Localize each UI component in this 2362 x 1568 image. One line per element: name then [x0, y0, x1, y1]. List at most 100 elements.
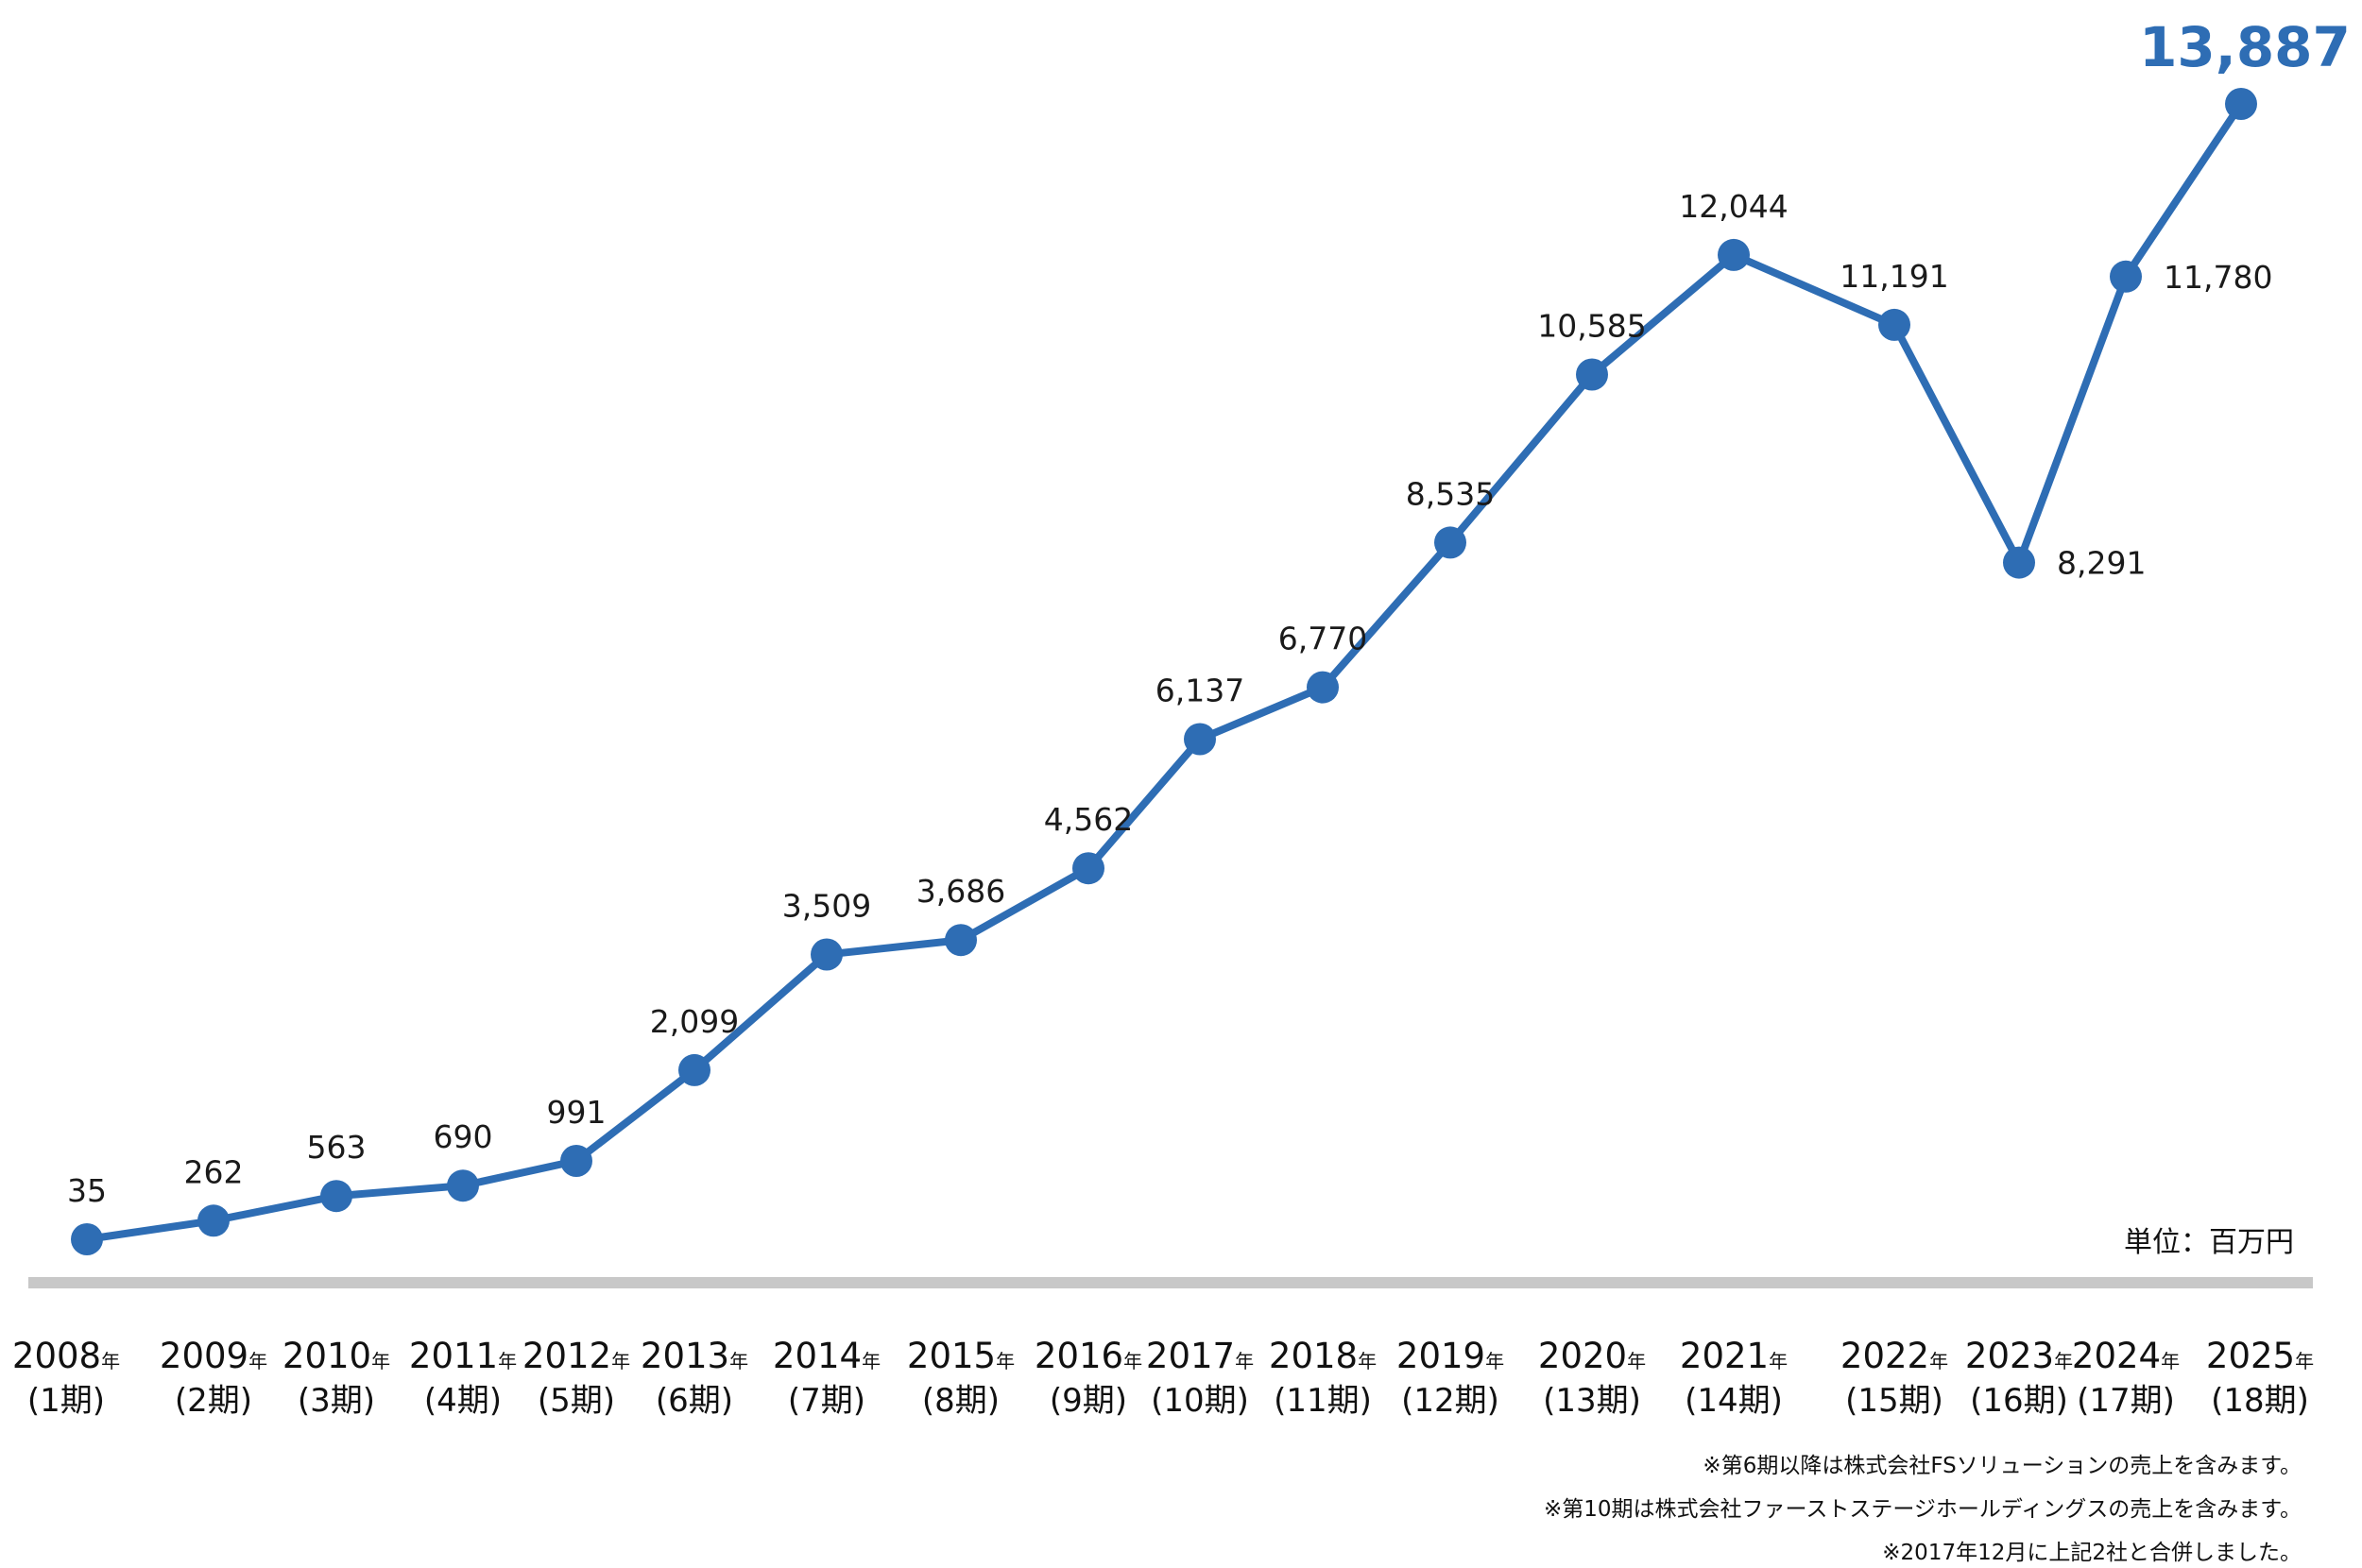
x-tick-year-suffix: 年 — [1485, 1350, 1504, 1372]
x-tick-year-2021: 2021年 — [1680, 1336, 1788, 1376]
data-label-2024: 11,780 — [2164, 259, 2272, 296]
x-tick-year-number: 2008 — [12, 1336, 101, 1376]
data-point-2016 — [1072, 852, 1104, 885]
data-point-2018 — [1307, 671, 1339, 704]
x-tick-year-number: 2010 — [282, 1336, 371, 1376]
x-tick-year-suffix: 年 — [1769, 1350, 1788, 1372]
x-tick-year-2023: 2023年 — [1965, 1336, 2073, 1376]
x-tick-year-number: 2021 — [1680, 1336, 1769, 1376]
data-point-2009 — [197, 1204, 230, 1237]
x-tick-year-suffix: 年 — [1123, 1350, 1142, 1372]
x-tick-period-2012: (5期) — [538, 1382, 615, 1420]
x-tick-year-suffix: 年 — [371, 1350, 390, 1372]
data-label-2019: 8,535 — [1406, 475, 1495, 512]
x-tick-year-2012: 2012年 — [522, 1336, 630, 1376]
footnote-3: ※2017年12月に上記2社と合併しました。 — [1882, 1541, 2302, 1565]
x-tick-period-2010: (3期) — [298, 1382, 375, 1420]
x-tick-period-2011: (4期) — [424, 1382, 502, 1420]
data-point-2008 — [71, 1223, 103, 1255]
x-tick-year-number: 2014 — [773, 1336, 862, 1376]
x-tick-year-number: 2009 — [160, 1336, 248, 1376]
x-tick-year-suffix: 年 — [1235, 1350, 1254, 1372]
data-label-2020: 10,585 — [1537, 308, 1646, 345]
data-label-2017: 6,137 — [1155, 673, 1244, 709]
footnote-2: ※第10期は株式会社ファーストステージホールディングスの売上を含みます。 — [1543, 1497, 2302, 1522]
x-tick-year-2017: 2017年 — [1146, 1336, 1254, 1376]
data-points — [71, 88, 2257, 1255]
x-tick-period-2023: (16期) — [1970, 1382, 2068, 1420]
x-tick-year-2010: 2010年 — [282, 1336, 390, 1376]
x-tick-period-2016: (9期) — [1050, 1382, 1127, 1420]
data-label-2025: 13,887 — [2139, 15, 2351, 79]
data-point-2022 — [1878, 308, 1910, 341]
data-label-2010: 563 — [307, 1129, 367, 1166]
x-tick-year-suffix: 年 — [248, 1350, 267, 1372]
data-label-2013: 2,099 — [650, 1003, 739, 1040]
data-label-2016: 4,562 — [1044, 801, 1133, 838]
x-tick-year-2016: 2016年 — [1035, 1336, 1142, 1376]
data-point-2021 — [1718, 238, 1750, 271]
x-tick-year-number: 2024 — [2072, 1336, 2161, 1376]
x-tick-year-2019: 2019年 — [1396, 1336, 1504, 1376]
x-tick-year-suffix: 年 — [729, 1350, 748, 1372]
data-label-2015: 3,686 — [916, 873, 1005, 910]
x-tick-year-number: 2011 — [409, 1336, 498, 1376]
data-point-2011 — [447, 1169, 479, 1202]
x-tick-year-number: 2019 — [1396, 1336, 1485, 1376]
x-tick-year-number: 2017 — [1146, 1336, 1235, 1376]
footnote-1: ※第6期以降は株式会社FSソリューションの売上を含みます。 — [1703, 1454, 2302, 1478]
x-tick-year-suffix: 年 — [2295, 1350, 2314, 1372]
data-point-2013 — [678, 1053, 710, 1086]
data-point-2010 — [320, 1180, 352, 1213]
x-tick-year-2014: 2014年 — [773, 1336, 881, 1376]
x-tick-period-2019: (12期) — [1401, 1382, 1499, 1420]
x-tick-year-2011: 2011年 — [409, 1336, 517, 1376]
x-tick-year-number: 2023 — [1965, 1336, 2054, 1376]
data-point-2012 — [560, 1145, 592, 1177]
x-tick-period-2022: (15期) — [1845, 1382, 1943, 1420]
x-axis-ticks: 2008年(1期)2009年(2期)2010年(3期)2011年(4期)2012… — [12, 1336, 2314, 1420]
x-tick-period-2014: (7期) — [788, 1382, 865, 1420]
x-tick-year-suffix: 年 — [1627, 1350, 1646, 1372]
unit-label: 単位：百万円 — [2124, 1226, 2294, 1259]
data-label-2018: 6,770 — [1278, 621, 1367, 657]
x-tick-year-number: 2020 — [1538, 1336, 1627, 1376]
x-tick-year-number: 2013 — [641, 1336, 729, 1376]
data-label-2021: 12,044 — [1679, 188, 1788, 225]
x-tick-year-number: 2022 — [1840, 1336, 1929, 1376]
x-tick-year-number: 2016 — [1035, 1336, 1123, 1376]
data-point-2015 — [945, 924, 977, 957]
x-tick-year-suffix: 年 — [498, 1350, 517, 1372]
x-tick-period-2018: (11期) — [1274, 1382, 1372, 1420]
x-tick-year-2009: 2009年 — [160, 1336, 267, 1376]
x-tick-period-2008: (1期) — [27, 1382, 105, 1420]
data-point-2017 — [1184, 723, 1216, 756]
x-tick-year-suffix: 年 — [611, 1350, 630, 1372]
x-tick-year-2025: 2025年 — [2206, 1336, 2314, 1376]
x-tick-year-2018: 2018年 — [1269, 1336, 1377, 1376]
x-tick-year-2015: 2015年 — [907, 1336, 1015, 1376]
x-tick-year-2024: 2024年 — [2072, 1336, 2180, 1376]
x-tick-year-suffix: 年 — [2161, 1350, 2180, 1372]
x-tick-period-2015: (8期) — [922, 1382, 1000, 1420]
x-tick-period-2020: (13期) — [1543, 1382, 1641, 1420]
data-label-2012: 991 — [547, 1094, 607, 1131]
x-tick-year-2008: 2008年 — [12, 1336, 120, 1376]
data-label-2011: 690 — [434, 1118, 493, 1155]
data-label-2022: 11,191 — [1840, 258, 1948, 295]
x-tick-year-number: 2015 — [907, 1336, 996, 1376]
data-labels: 35 262 563 690 991 2,099 3,509 3,686 4,562 6,137 6… — [67, 15, 2351, 1209]
data-label-2014: 3,509 — [782, 888, 871, 925]
data-label-2008: 35 — [67, 1172, 107, 1209]
x-tick-year-number: 2018 — [1269, 1336, 1358, 1376]
data-point-2014 — [811, 938, 843, 971]
x-tick-period-2024: (17期) — [2077, 1382, 2175, 1420]
x-tick-year-suffix: 年 — [1358, 1350, 1377, 1372]
data-label-2009: 262 — [184, 1153, 244, 1190]
data-point-2025 — [2225, 88, 2257, 120]
data-point-2020 — [1576, 358, 1608, 391]
x-tick-year-suffix: 年 — [996, 1350, 1015, 1372]
x-tick-period-2017: (10期) — [1151, 1382, 1249, 1420]
x-tick-period-2013: (6期) — [656, 1382, 733, 1420]
